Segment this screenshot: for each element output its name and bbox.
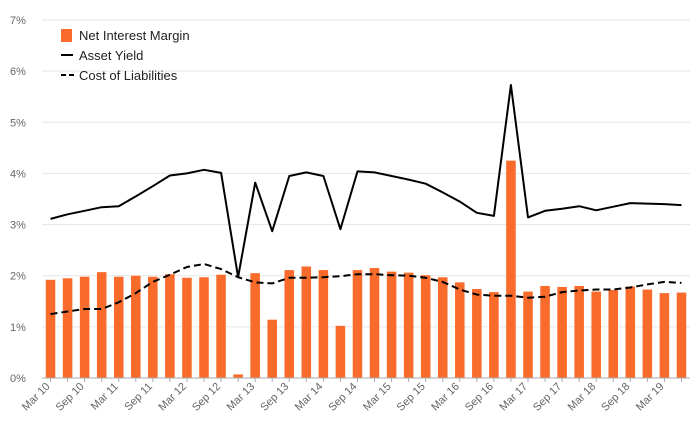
bar — [403, 272, 414, 378]
y-tick-label: 1% — [10, 322, 26, 334]
line-series — [50, 84, 682, 316]
bar — [642, 289, 653, 378]
x-tick-label: Sep 18 — [599, 381, 632, 414]
bar — [113, 276, 124, 378]
y-axis-tick-labels: 0% 1% 2% 3% 4% 5% 6% 7% — [10, 15, 26, 385]
bar — [472, 289, 482, 378]
bar — [318, 270, 329, 378]
bar — [131, 275, 141, 378]
bar — [182, 277, 192, 378]
asset-yield-line — [50, 84, 682, 279]
x-tick-label: Mar 13 — [225, 381, 258, 414]
bar — [591, 291, 601, 378]
bar — [420, 275, 431, 378]
bar — [523, 291, 533, 378]
bar — [557, 286, 567, 378]
x-axis: Mar 10 Sep 10 Mar 11 Sep 11 Mar 12 Sep 12 Mar … — [20, 377, 690, 414]
bar — [608, 290, 619, 378]
x-tick-label: Sep 15 — [395, 381, 428, 414]
bar — [437, 277, 448, 378]
bar — [199, 277, 209, 378]
bar — [676, 292, 687, 378]
bar — [352, 270, 363, 378]
y-tick-label: 7% — [10, 15, 26, 27]
x-tick-label: Mar 18 — [566, 381, 599, 414]
bar — [216, 274, 226, 378]
x-tick-label: Sep 11 — [122, 381, 155, 414]
legend: Net Interest Margin Asset Yield Cost of … — [61, 28, 190, 83]
bar — [233, 374, 243, 378]
y-tick-label: 4% — [10, 168, 26, 180]
bar — [284, 270, 295, 378]
y-tick-label: 5% — [10, 117, 26, 129]
legend-swatch-net-interest-margin — [61, 29, 72, 42]
bar — [489, 292, 499, 378]
bar — [45, 279, 56, 378]
x-tick-label: Mar 11 — [89, 381, 121, 413]
bar — [96, 272, 107, 378]
legend-label-cost-of-liabilities: Cost of Liabilities — [79, 68, 178, 83]
bar — [540, 285, 550, 378]
x-tick-label: Sep 17 — [531, 381, 564, 414]
x-tick-label: Sep 12 — [190, 381, 223, 414]
bar — [506, 160, 516, 378]
x-tick-label: Mar 12 — [156, 381, 189, 414]
bar — [267, 319, 277, 378]
legend-label-asset-yield: Asset Yield — [79, 48, 143, 63]
cost-of-liabilities-line — [50, 263, 682, 316]
bar — [301, 266, 312, 378]
legend-label-net-interest-margin: Net Interest Margin — [79, 28, 190, 43]
net-interest-margin-bars — [45, 160, 687, 378]
x-tick-label: Sep 13 — [258, 381, 291, 414]
bar — [79, 276, 90, 378]
bar — [625, 286, 636, 378]
x-tick-label: Sep 16 — [463, 381, 496, 414]
x-tick-label: Sep 14 — [326, 381, 359, 414]
y-tick-label: 2% — [10, 271, 26, 283]
bar — [250, 273, 260, 378]
y-tick-label: 3% — [10, 220, 26, 232]
x-tick-label: Sep 10 — [54, 381, 87, 414]
x-tick-label: Mar 16 — [429, 381, 462, 414]
x-tick-label: Mar 10 — [20, 381, 53, 414]
x-tick-label: Mar 14 — [293, 381, 326, 414]
bar — [62, 278, 73, 378]
x-tick-label: Mar 15 — [361, 381, 394, 414]
bar — [165, 274, 175, 378]
bar — [369, 268, 380, 378]
bar — [455, 282, 465, 378]
bar — [148, 276, 158, 378]
y-tick-label: 6% — [10, 66, 26, 78]
gridlines — [42, 19, 690, 328]
bar — [574, 285, 584, 378]
y-tick-label: 0% — [10, 373, 26, 385]
x-tick-label: Mar 19 — [634, 381, 667, 414]
bar — [335, 325, 346, 378]
bar — [659, 293, 670, 378]
bar — [386, 271, 397, 378]
x-tick-label: Mar 17 — [497, 381, 530, 414]
